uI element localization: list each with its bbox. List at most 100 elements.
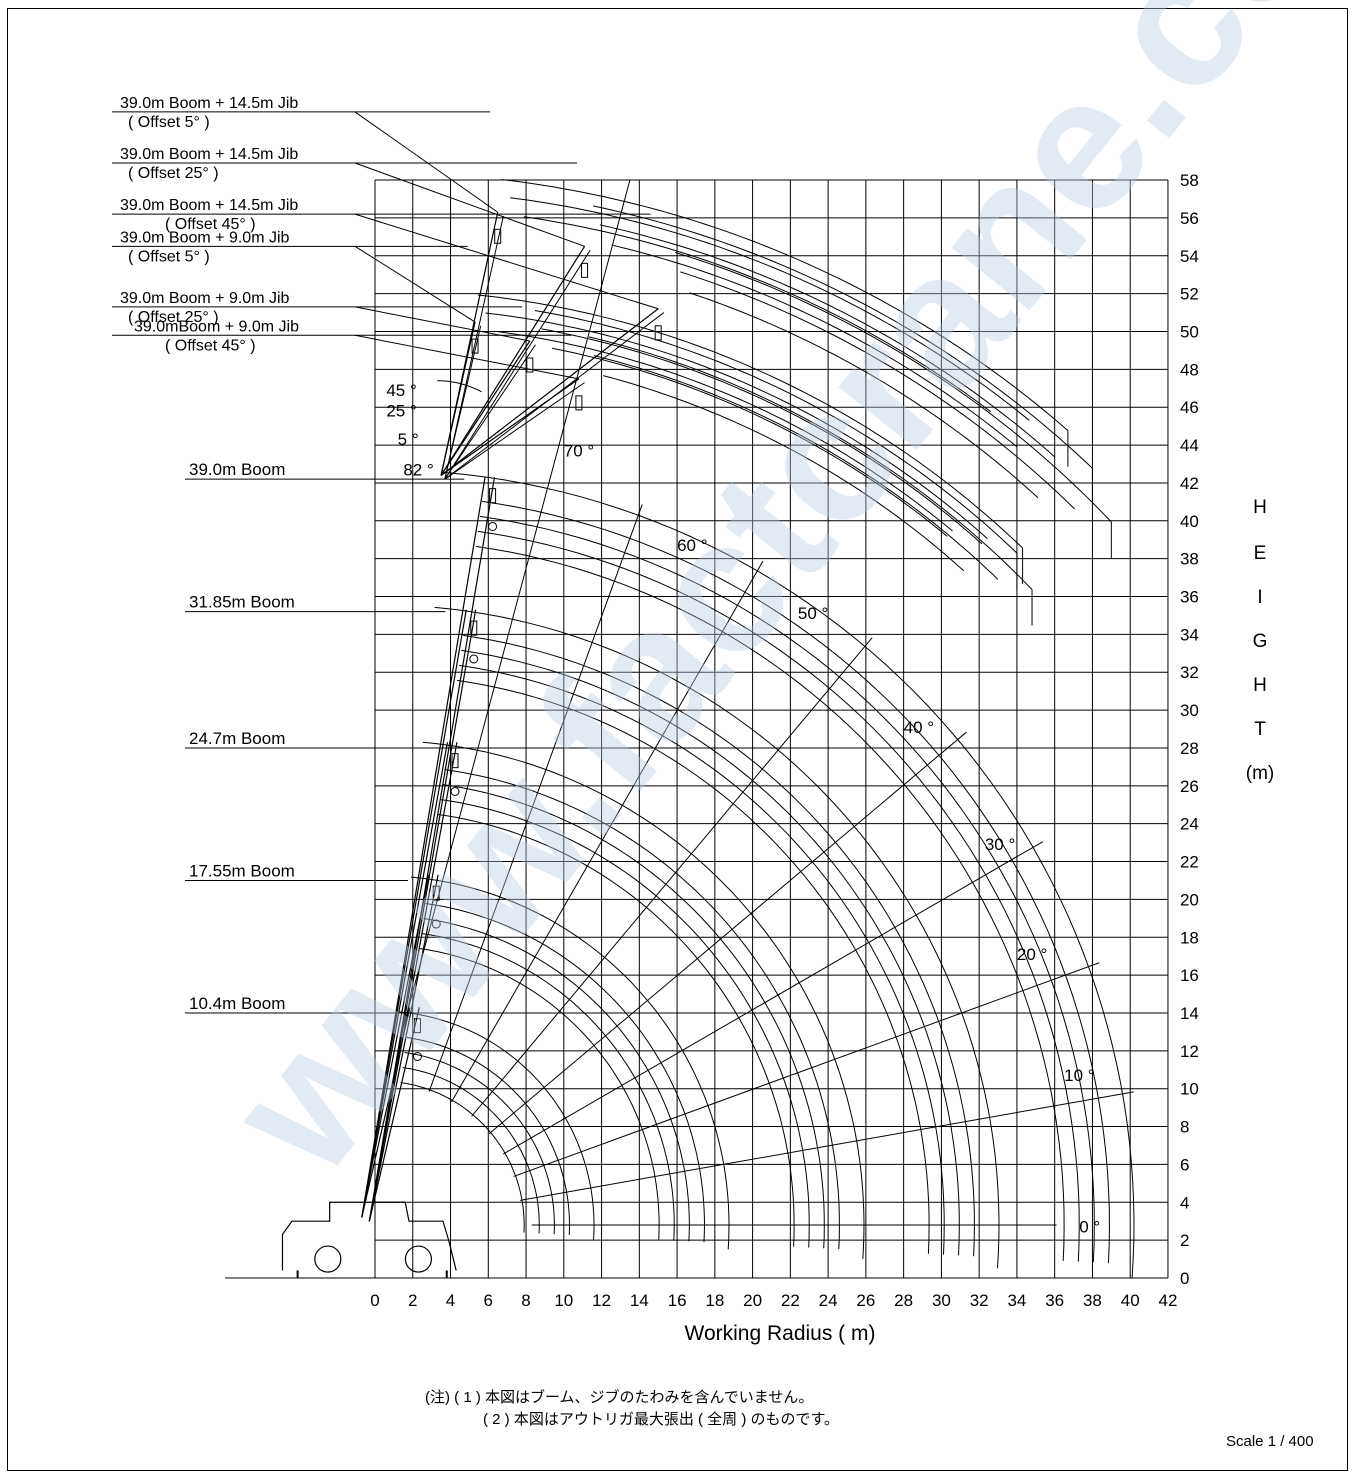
hook-block: [432, 885, 440, 901]
jib-arm: [440, 212, 499, 476]
x-tick-label: 24: [819, 1291, 838, 1310]
ylabel-letter-6: T: [1254, 719, 1266, 740]
boom-angle-label: 30 °: [985, 835, 1015, 854]
hook-block: [654, 325, 662, 341]
jib-arm: [444, 249, 591, 480]
boom-angle-line: [399, 179, 631, 1042]
y-tick-label: 42: [1180, 474, 1199, 493]
jib-envelope-arc: [599, 224, 1055, 458]
y-tick-label: 12: [1180, 1042, 1199, 1061]
jib-arm: [440, 245, 586, 476]
y-tick-label: 40: [1180, 512, 1199, 531]
jib-envelope-arc: [523, 216, 991, 413]
y-tick-label: 4: [1180, 1193, 1189, 1212]
series-offset-label: ( Offset 5° ): [128, 114, 210, 131]
boom-envelope-arc: [456, 679, 930, 1254]
boom-angle-line: [428, 504, 643, 1092]
hook-block: [471, 338, 479, 354]
x-tick-label: 28: [894, 1291, 913, 1310]
hook-block: [450, 786, 460, 796]
jib-arm: [440, 340, 531, 476]
y-tick-label: 34: [1180, 625, 1199, 644]
boom-envelope-arc: [459, 664, 945, 1255]
jib-envelope-arc: [602, 375, 965, 572]
y-tick-label: 10: [1180, 1080, 1199, 1099]
jib-arm: [444, 382, 585, 480]
offset-angle-label: 45 °: [386, 381, 416, 400]
series-leader: [354, 111, 499, 213]
y-tick-label: 32: [1180, 663, 1199, 682]
jib-envelope-arc: [485, 312, 988, 540]
x-tick-label: 34: [1007, 1291, 1026, 1310]
series-leader: [354, 245, 476, 323]
y-tick-label: 36: [1180, 588, 1199, 607]
crane-wheel: [314, 1245, 342, 1273]
boom-envelope-arc: [406, 1037, 571, 1235]
x-tick-label: 16: [668, 1291, 687, 1310]
x-tick-label: 14: [630, 1291, 649, 1310]
jib-arm: [440, 308, 659, 476]
y-tick-label: 8: [1180, 1118, 1189, 1137]
hook-block: [469, 654, 479, 664]
boom-arm: [361, 477, 486, 1218]
series-label: 39.0m Boom + 9.0m Jib: [120, 290, 290, 307]
boom-arm: [361, 742, 449, 1218]
series-label: 39.0mBoom + 9.0m Jib: [134, 318, 299, 335]
series-leader: [354, 162, 585, 247]
boom-envelope-arc: [444, 769, 840, 1250]
boom-angle-line: [488, 731, 967, 1135]
hook-block: [581, 262, 589, 278]
boom-envelope-arc: [446, 472, 1135, 1278]
jib-envelope-arc: [501, 179, 1069, 431]
boom-angle-line: [503, 841, 1044, 1155]
hook-block: [413, 1018, 421, 1034]
x-tick-label: 4: [446, 1291, 455, 1310]
y-tick-label: 38: [1180, 550, 1199, 569]
y-tick-label: 52: [1180, 285, 1199, 304]
x-tick-label: 22: [781, 1291, 800, 1310]
boom-envelope-arc: [442, 784, 825, 1249]
jib-envelope-arc: [611, 244, 1018, 448]
y-tick-label: 28: [1180, 739, 1199, 758]
boom-angle-line: [471, 637, 873, 1117]
x-tick-label: 6: [484, 1291, 493, 1310]
series-offset-label: ( Offset 45° ): [165, 216, 256, 233]
chart-grid: [225, 179, 1169, 1279]
note-1: (注) ( 1 ) 本図はブーム、ジブのたわみを含んでいません。: [425, 1389, 814, 1406]
y-tick-label: 0: [1180, 1269, 1189, 1288]
x-tick-label: 26: [856, 1291, 875, 1310]
ylabel-letter-1: H: [1253, 497, 1267, 518]
hook-block: [412, 1052, 422, 1062]
boom-envelope-arc: [479, 515, 1095, 1263]
boom-envelope-arc: [399, 1011, 595, 1240]
y-tick-label: 56: [1180, 209, 1199, 228]
jib-envelope-arc: [592, 205, 1093, 469]
jib-envelope-arc: [680, 271, 1076, 510]
jib-envelope-arc: [588, 336, 1033, 590]
boom-envelope-arc: [422, 741, 865, 1259]
ylabel-letter-2: E: [1253, 543, 1267, 564]
crane-wheel: [404, 1245, 433, 1273]
boom-angle-label: 40 °: [904, 718, 934, 737]
series-label: 31.85m Boom: [189, 593, 295, 612]
y-tick-label: 44: [1180, 436, 1199, 455]
series-offset-label: ( Offset 25° ): [128, 165, 219, 182]
series-offset-label: ( Offset 25° ): [128, 309, 219, 326]
series-leader: [354, 306, 530, 342]
x-tick-label: 32: [970, 1291, 989, 1310]
jib-arm: [444, 312, 665, 480]
offset-angle-label: 25 °: [386, 402, 416, 421]
y-tick-label: 54: [1180, 247, 1199, 266]
jib-envelope-arc: [552, 347, 948, 537]
boom-envelope-arc: [419, 948, 660, 1240]
boom-angle-line: [513, 962, 1100, 1177]
hook-block: [526, 357, 534, 373]
hook-block: [451, 753, 459, 769]
ylabel-unit: (m): [1245, 763, 1275, 784]
y-tick-label: 22: [1180, 853, 1199, 872]
boom-angle-line: [451, 560, 764, 1103]
boom-angle-label: 0 °: [1079, 1218, 1100, 1237]
y-tick-label: 18: [1180, 928, 1199, 947]
chart-marks: [112, 111, 1135, 1278]
